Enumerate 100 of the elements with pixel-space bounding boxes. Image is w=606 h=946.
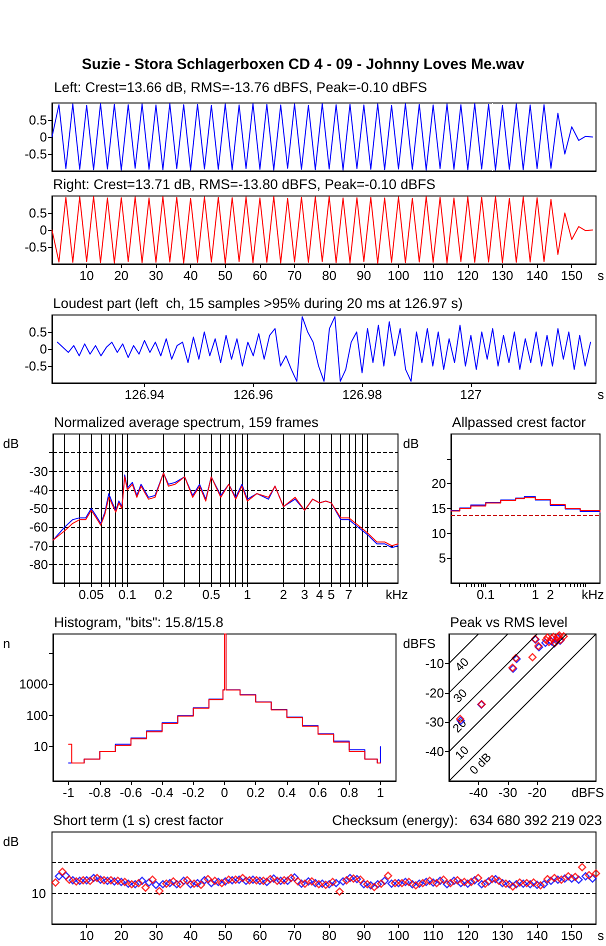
y-tick-label: 0.5	[28, 206, 47, 220]
x-tick-label: 0.4	[278, 785, 296, 800]
x-tick-label: 60	[252, 928, 268, 943]
y-tick-label: 15	[432, 501, 446, 516]
x-tick-label: 110	[422, 928, 444, 943]
y-tick-label: -30	[425, 714, 444, 730]
x-axis-title: s	[598, 928, 604, 943]
x-tick-label: 80	[322, 268, 336, 283]
x-tick-label: 0.2	[246, 785, 265, 800]
y-tick-label: -70	[29, 538, 48, 554]
x-tick-label: 126.98	[342, 387, 382, 402]
x-tick-label: 5	[328, 587, 335, 602]
x-tick-label: 126.96	[233, 387, 274, 402]
y-tick-label: 0	[40, 130, 47, 144]
y-tick-label: -50	[29, 501, 48, 516]
y-axis-title: dB	[3, 436, 19, 451]
x-tick-label: -0.2	[182, 785, 205, 800]
x-tick-label: 7	[345, 587, 352, 602]
x-tick-label: 0	[220, 785, 228, 800]
y-tick-label: 1000	[19, 676, 48, 692]
x-tick-label: -40	[469, 785, 488, 800]
x-tick-label: -0.6	[120, 785, 142, 800]
x-tick-label: 30	[148, 268, 164, 283]
y-tick-label: -0.5	[24, 358, 47, 374]
x-tick-label: 30	[148, 928, 164, 943]
x-tick-label: 50	[218, 928, 232, 943]
chart-title: Allpassed crest factor	[452, 414, 586, 430]
x-tick-label: 10	[79, 268, 94, 283]
y-tick-label: 100	[26, 708, 48, 723]
y-tick-label: 10	[34, 739, 48, 754]
x-tick-label: 126.94	[124, 387, 164, 402]
x-tick-label: 3	[301, 587, 308, 602]
chart-title: Peak vs RMS level	[450, 614, 568, 630]
x-tick-label: -30	[498, 785, 518, 800]
y-tick-label: -30	[29, 464, 48, 479]
chart-subtitle: Left: Crest=13.66 dB, RMS=-13.76 dBFS, Peak=-0.10 dBFS	[54, 79, 428, 95]
x-tick-label: 1	[244, 587, 251, 602]
y-tick-label: 0.5	[28, 112, 47, 128]
x-tick-label: 0.1	[118, 587, 136, 602]
x-axis-title: kHz	[386, 587, 408, 602]
y-tick-label: -0.5	[24, 146, 47, 162]
x-tick-label: 50	[218, 268, 232, 283]
text: Checksum (energy): 634 680 392 219 023	[332, 812, 602, 828]
y-tick-label: -40	[425, 744, 444, 760]
x-tick-label: 70	[287, 928, 302, 943]
x-tick-label: 40	[183, 268, 198, 283]
x-tick-label: 130	[492, 268, 514, 283]
y-tick-label: -20	[425, 685, 444, 700]
x-tick-label: 10	[79, 928, 94, 943]
y-tick-label: -60	[29, 520, 48, 535]
x-tick-label: 100	[388, 268, 410, 283]
x-tick-label: 20	[114, 928, 129, 943]
annotation: 20	[450, 716, 470, 736]
x-tick-label: 120	[456, 928, 479, 943]
x-tick-label: 140	[526, 268, 548, 283]
x-tick-label: 130	[492, 928, 514, 943]
annotation: 30	[450, 686, 470, 706]
x-tick-label: 140	[526, 928, 548, 943]
x-tick-label: 4	[316, 587, 324, 602]
x-tick-label: 80	[322, 928, 336, 943]
x-tick-label: 90	[356, 268, 372, 283]
x-tick-label: 40	[183, 928, 198, 943]
x-tick-label: 60	[252, 268, 268, 283]
x-tick-label: 2	[280, 587, 288, 602]
x-tick-label: -0.8	[88, 785, 111, 800]
x-tick-label: 100	[388, 928, 410, 943]
x-tick-label: 0.5	[202, 587, 220, 602]
x-tick-label: -20	[528, 785, 547, 800]
x-tick-label: 2	[546, 587, 554, 602]
chart-title: Short term (1 s) crest factor	[53, 812, 224, 828]
x-tick-label: 0.2	[154, 587, 173, 602]
x-tick-label: 110	[422, 268, 444, 283]
y-tick-label: 0.5	[28, 324, 47, 340]
x-axis-title: s	[598, 387, 604, 402]
x-tick-label: 0.8	[340, 785, 358, 800]
x-axis-title: dBFS	[571, 785, 604, 800]
y-tick-label: -0.5	[24, 240, 47, 254]
x-tick-label: 120	[456, 268, 479, 283]
y-axis-title: dBFS	[403, 636, 436, 651]
chart-title: Loudest part (left ch, 15 samples >95% during 20 ms at 126.97 s)	[53, 295, 463, 311]
x-axis-title: kHz	[582, 587, 604, 602]
y-tick-label: -40	[29, 482, 48, 498]
y-tick-label: 5	[438, 550, 446, 566]
x-axis-title: s	[598, 268, 604, 283]
x-tick-label: -0.4	[150, 785, 174, 800]
y-tick-label: 20	[432, 476, 446, 492]
y-tick-label: -80	[29, 556, 48, 572]
y-axis-title: dB	[403, 436, 419, 451]
x-tick-label: 1	[532, 587, 539, 602]
x-tick-label: 20	[114, 268, 129, 283]
x-tick-label: 150	[560, 268, 583, 283]
x-tick-label: 70	[287, 268, 302, 283]
y-axis-title: dB	[3, 834, 19, 849]
x-tick-label: 0.1	[476, 587, 495, 602]
chart-title: Suzie - Stora Schlagerboxen CD 4 - 09 - Johnny Loves Me.wav	[82, 56, 525, 73]
y-axis-title: n	[3, 636, 10, 651]
y-tick-label: 0	[40, 222, 47, 238]
chart-title: Histogram, "bits": 15.8/15.8	[54, 614, 224, 630]
x-tick-label: 127	[460, 387, 482, 402]
x-tick-label: 0.05	[78, 587, 104, 602]
